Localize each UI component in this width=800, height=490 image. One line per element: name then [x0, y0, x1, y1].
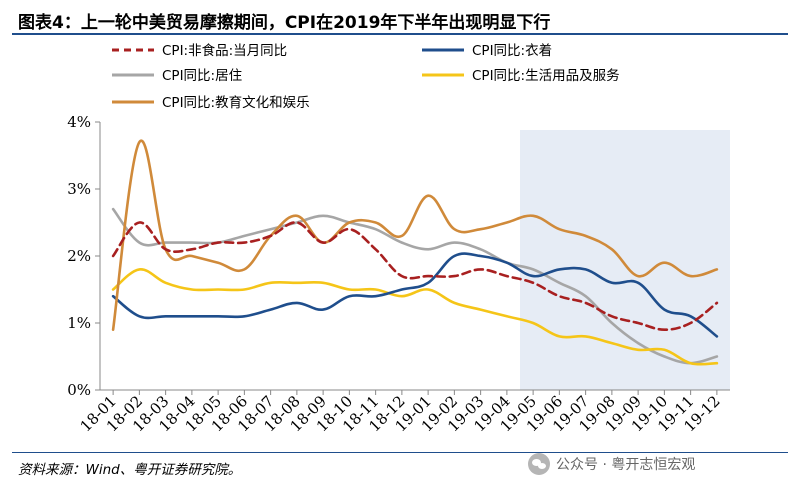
legend-item-1: CPI:非食品:当月同比	[112, 42, 287, 59]
chart-title: 图表4：上一轮中美贸易摩擦期间，CPI在2019年下半年出现明显下行	[18, 13, 551, 33]
legend: CPI:非食品:当月同比 CPI同比:衣着 CPI同比:居住 CPI同比:生活用品及服…	[112, 42, 620, 111]
y-tick-label-0: 0%	[67, 381, 91, 399]
y-tick-label-4: 4%	[67, 113, 91, 131]
y-tick-label-3: 3%	[67, 180, 91, 198]
y-tick-label-2: 2%	[67, 247, 91, 265]
legend-item-1-label: CPI:非食品:当月同比	[162, 42, 287, 59]
wechat-icon	[528, 453, 550, 475]
source-note: 资料来源：Wind、粤开证券研究院。	[18, 462, 242, 478]
legend-item-4-label: CPI同比:生活用品及服务	[472, 68, 620, 84]
legend-item-3-label: CPI同比:居住	[162, 68, 242, 84]
series-line-4	[111, 268, 719, 366]
footer-rule	[12, 452, 788, 453]
legend-item-5: CPI同比:教育文化和娱乐	[112, 95, 310, 111]
legend-item-3: CPI同比:居住	[112, 68, 242, 84]
watermark: 公众号 · 粤开志恒宏观	[528, 453, 695, 475]
title-rule	[12, 33, 788, 35]
y-tick-label-1: 1%	[67, 314, 91, 332]
watermark-text: 公众号 · 粤开志恒宏观	[556, 457, 696, 473]
series-layer	[111, 139, 719, 366]
series-line-5	[111, 139, 719, 331]
shaded-region-layer	[520, 130, 730, 390]
legend-item-2-label: CPI同比:衣着	[472, 42, 552, 59]
shaded-period	[520, 130, 730, 390]
series-line-1	[111, 221, 719, 331]
legend-item-5-label: CPI同比:教育文化和娱乐	[162, 95, 310, 111]
line-chart: CPI:非食品:当月同比 CPI同比:衣着 CPI同比:居住 CPI同比:生活用品及服…	[67, 42, 730, 435]
legend-item-4: CPI同比:生活用品及服务	[422, 68, 620, 84]
legend-item-2: CPI同比:衣着	[422, 42, 552, 59]
series-line-2	[111, 252, 719, 338]
